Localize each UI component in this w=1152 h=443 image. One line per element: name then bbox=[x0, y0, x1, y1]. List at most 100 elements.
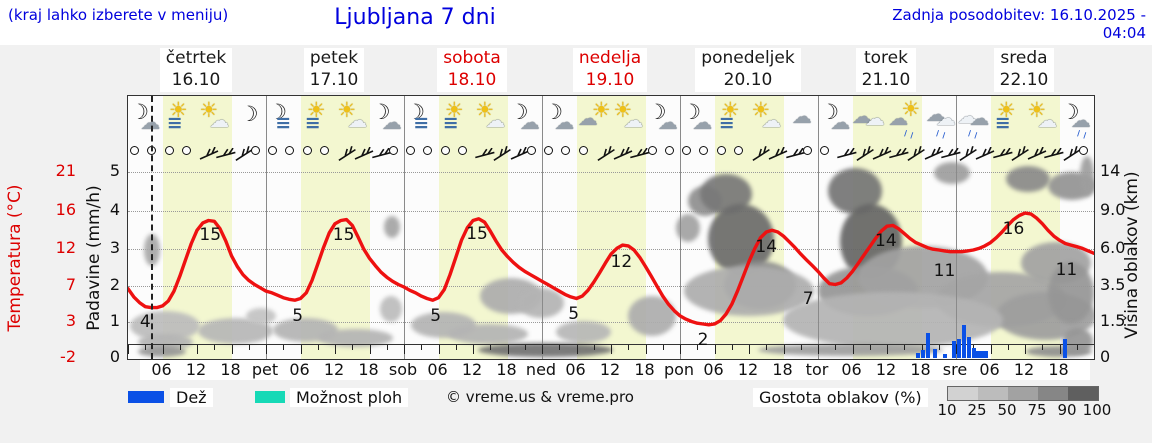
cloudg-glyph: ☁ bbox=[851, 104, 872, 128]
hour-tick-mark bbox=[835, 345, 837, 350]
day-header-text: nedelja 19.10 bbox=[572, 48, 648, 92]
grid-line bbox=[128, 172, 1094, 173]
gradient-scale-value: 50 bbox=[997, 401, 1017, 419]
cloudg-glyph: ☁ bbox=[888, 106, 909, 130]
cloudg-glyph: ☁ bbox=[692, 110, 713, 134]
hour-tick-mark bbox=[473, 345, 474, 354]
wind-barb-icon bbox=[924, 146, 944, 165]
hour-tick-mark bbox=[490, 345, 492, 350]
cloudw-glyph: ☁ bbox=[209, 108, 230, 132]
hour-label: 18 bbox=[910, 360, 931, 379]
temperature-label: 16 bbox=[1002, 219, 1025, 240]
sun-cloud-icon: ☀ ☁ bbox=[334, 100, 370, 142]
precip-bar bbox=[984, 351, 989, 358]
wind-barb-icon bbox=[1062, 145, 1082, 165]
moon-glyph: ☽ bbox=[647, 100, 667, 124]
cloudg-glyph: ☁ bbox=[791, 104, 812, 128]
moon-cloud-icon: ☽ ☁ bbox=[541, 100, 577, 142]
daytime-band bbox=[300, 96, 370, 359]
hour-label: 18 bbox=[772, 360, 793, 379]
moon-glyph: ☽ bbox=[682, 100, 702, 124]
fog-glyph: ≡ bbox=[275, 112, 293, 134]
cloudg-glyph: ☁ bbox=[519, 110, 540, 134]
hour-tick-mark bbox=[1076, 345, 1078, 350]
cloud-density-gradient bbox=[947, 386, 1099, 401]
cloudw-glyph: ☁ bbox=[1037, 108, 1058, 132]
temperature-label: 5 bbox=[292, 305, 304, 326]
hour-label: 12 bbox=[461, 360, 483, 379]
cloudg-glyph: ☁ bbox=[381, 110, 402, 134]
temp-tick: -2 bbox=[60, 347, 76, 366]
wind-calm-icon bbox=[526, 146, 536, 155]
wind-calm-icon bbox=[682, 146, 691, 155]
sun-cloud-icon: ☀ ☁ bbox=[196, 100, 232, 142]
plot-area: 15 15 15 12 14 14 16 4 5 5 5 2 7 11 11 ☽ ☁ ☀ ≡ ☀ ☁ ☽ ☽ ≡ ☀ ≡ ☀ ☁ ☽ ☁ ☽… bbox=[127, 95, 1095, 360]
cloud-blob bbox=[783, 292, 1003, 348]
day-date: 20.10 bbox=[723, 69, 773, 90]
grid-line bbox=[128, 249, 1094, 250]
wind-calm-icon bbox=[250, 146, 260, 155]
day-abbr-label: sre bbox=[942, 360, 968, 379]
hour-tick-mark bbox=[973, 345, 975, 350]
wind-barb-icon bbox=[785, 146, 806, 165]
cloud-blob bbox=[518, 288, 564, 318]
wind-barb-icon bbox=[889, 146, 909, 165]
cloudg-glyph: ☁ bbox=[925, 102, 946, 126]
moon-fog-icon: ☽ ≡ bbox=[265, 100, 301, 142]
sun-glyph: ☀ bbox=[337, 98, 357, 122]
day-separator bbox=[266, 96, 267, 359]
precip-bar bbox=[972, 348, 977, 358]
fog-glyph: ≡ bbox=[413, 112, 431, 134]
day-date: 22.10 bbox=[999, 69, 1049, 90]
hour-tick-mark bbox=[628, 345, 630, 350]
hour-tick-mark bbox=[317, 345, 319, 350]
cloud-height-tick: 14 bbox=[1100, 161, 1121, 180]
temp-tick: 3 bbox=[65, 311, 76, 330]
sun-glyph: ☀ bbox=[444, 98, 464, 122]
day-header-pet: petek 17.10 bbox=[265, 48, 403, 92]
temp-tick: 16 bbox=[55, 200, 76, 219]
hour-tick-mark bbox=[507, 345, 509, 354]
day-date: 16.10 bbox=[171, 69, 221, 90]
precip-bar bbox=[976, 351, 981, 358]
precip-baseline bbox=[128, 344, 1094, 345]
precip-bar bbox=[967, 337, 972, 358]
day-separator bbox=[542, 96, 543, 359]
wind-calm-icon bbox=[388, 146, 398, 155]
cloud-blob bbox=[138, 346, 186, 357]
sun-glyph: ☀ bbox=[720, 98, 740, 122]
cloud-height-tick: 9.0 bbox=[1100, 200, 1126, 219]
gradient-segment bbox=[1038, 387, 1068, 400]
cloud-blob bbox=[1026, 346, 1092, 357]
copyright-link[interactable]: © vreme.us & vreme.pro bbox=[446, 388, 634, 406]
cloudg-glyph: ☁ bbox=[577, 106, 598, 130]
hour-tick-mark bbox=[887, 345, 888, 354]
wind-barb-icon bbox=[1010, 145, 1030, 165]
hour-tick-mark bbox=[266, 345, 267, 354]
fog-sun-icon: ☀ ≡ bbox=[990, 100, 1026, 142]
hour-tick-mark bbox=[611, 345, 612, 354]
day-date: 19.10 bbox=[585, 69, 635, 90]
rain-glyph: ╷╷ bbox=[965, 123, 983, 140]
wind-barb-icon bbox=[768, 146, 788, 165]
moon-glyph: ☽ bbox=[544, 100, 564, 124]
hour-label: 18 bbox=[1048, 360, 1069, 379]
hour-tick-mark bbox=[179, 345, 181, 350]
gradient-segment bbox=[1068, 387, 1098, 400]
temperature-label: 12 bbox=[610, 252, 633, 273]
wind-barb-icon bbox=[216, 146, 236, 165]
hour-tick-mark bbox=[921, 345, 923, 354]
temperature-label: 5 bbox=[430, 305, 442, 326]
hour-tick-mark bbox=[680, 345, 681, 354]
rain-glyph: ╷╷ bbox=[901, 123, 919, 140]
hour-tick-mark bbox=[593, 345, 595, 350]
fog-glyph: ≡ bbox=[994, 112, 1012, 134]
fog-sun-icon: ☀ ≡ bbox=[438, 100, 474, 142]
wind-barb-icon bbox=[475, 146, 495, 165]
day-separator bbox=[956, 96, 957, 359]
day-separator bbox=[404, 96, 405, 359]
day-abbr-label: sob bbox=[388, 360, 418, 379]
wind-barb-icon bbox=[234, 145, 254, 165]
wind-barb-icon bbox=[958, 145, 978, 165]
rain-glyph: ╷╷ bbox=[1074, 123, 1091, 140]
